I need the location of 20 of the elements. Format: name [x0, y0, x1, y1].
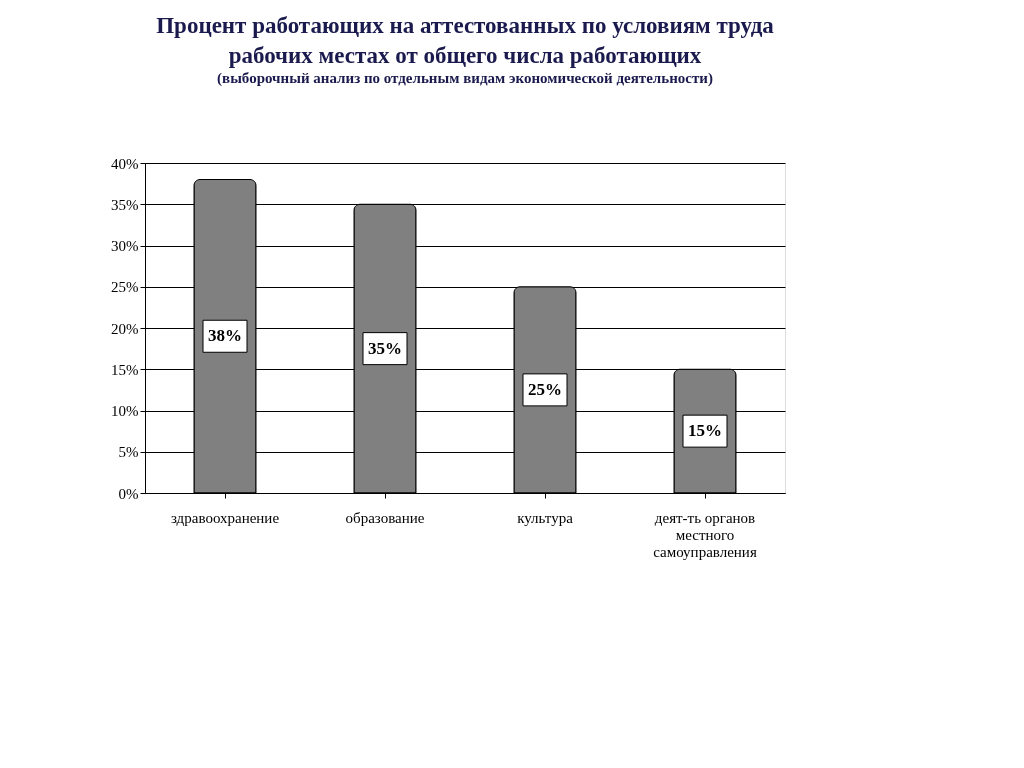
- y-tick-label: 15%: [111, 361, 139, 378]
- x-tick-label: здравоохранение: [170, 509, 280, 526]
- y-tick-label: 0%: [118, 485, 139, 502]
- y-tick-label: 25%: [111, 279, 139, 296]
- y-tick-label: 40%: [111, 155, 139, 172]
- y-tick-label: 5%: [118, 444, 139, 461]
- data-label: 35%: [368, 338, 402, 358]
- x-tick-label: деят-ть органов местного самоуправления: [653, 509, 757, 560]
- y-tick-label: 10%: [111, 403, 139, 419]
- x-tick-label: культура: [517, 509, 574, 526]
- data-label: 38%: [208, 326, 242, 346]
- text: Процент работающих на аттестованных по условиям труда: [156, 13, 774, 38]
- text: рабочих местах от общего числа работающих: [228, 43, 702, 68]
- chart-subtitle: (выборочный анализ по отдельным видам экономической деятельности): [217, 70, 713, 87]
- data-label: 15%: [688, 421, 722, 441]
- y-tick-label: 30%: [111, 238, 139, 254]
- x-tick-label: образование: [345, 509, 425, 526]
- y-tick-label: 35%: [111, 196, 139, 213]
- y-tick-label: 20%: [111, 320, 139, 337]
- data-label: 25%: [528, 379, 562, 399]
